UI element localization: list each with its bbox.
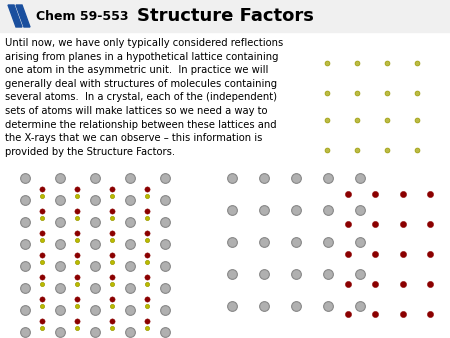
Text: Structure Factors: Structure Factors — [136, 7, 314, 25]
Polygon shape — [16, 5, 30, 27]
Text: Until now, we have only typically considered reflections
arising from planes in : Until now, we have only typically consid… — [5, 38, 283, 157]
Polygon shape — [8, 5, 22, 27]
Text: Chem 59-553: Chem 59-553 — [36, 9, 129, 23]
Bar — [0, 0, 450, 32]
